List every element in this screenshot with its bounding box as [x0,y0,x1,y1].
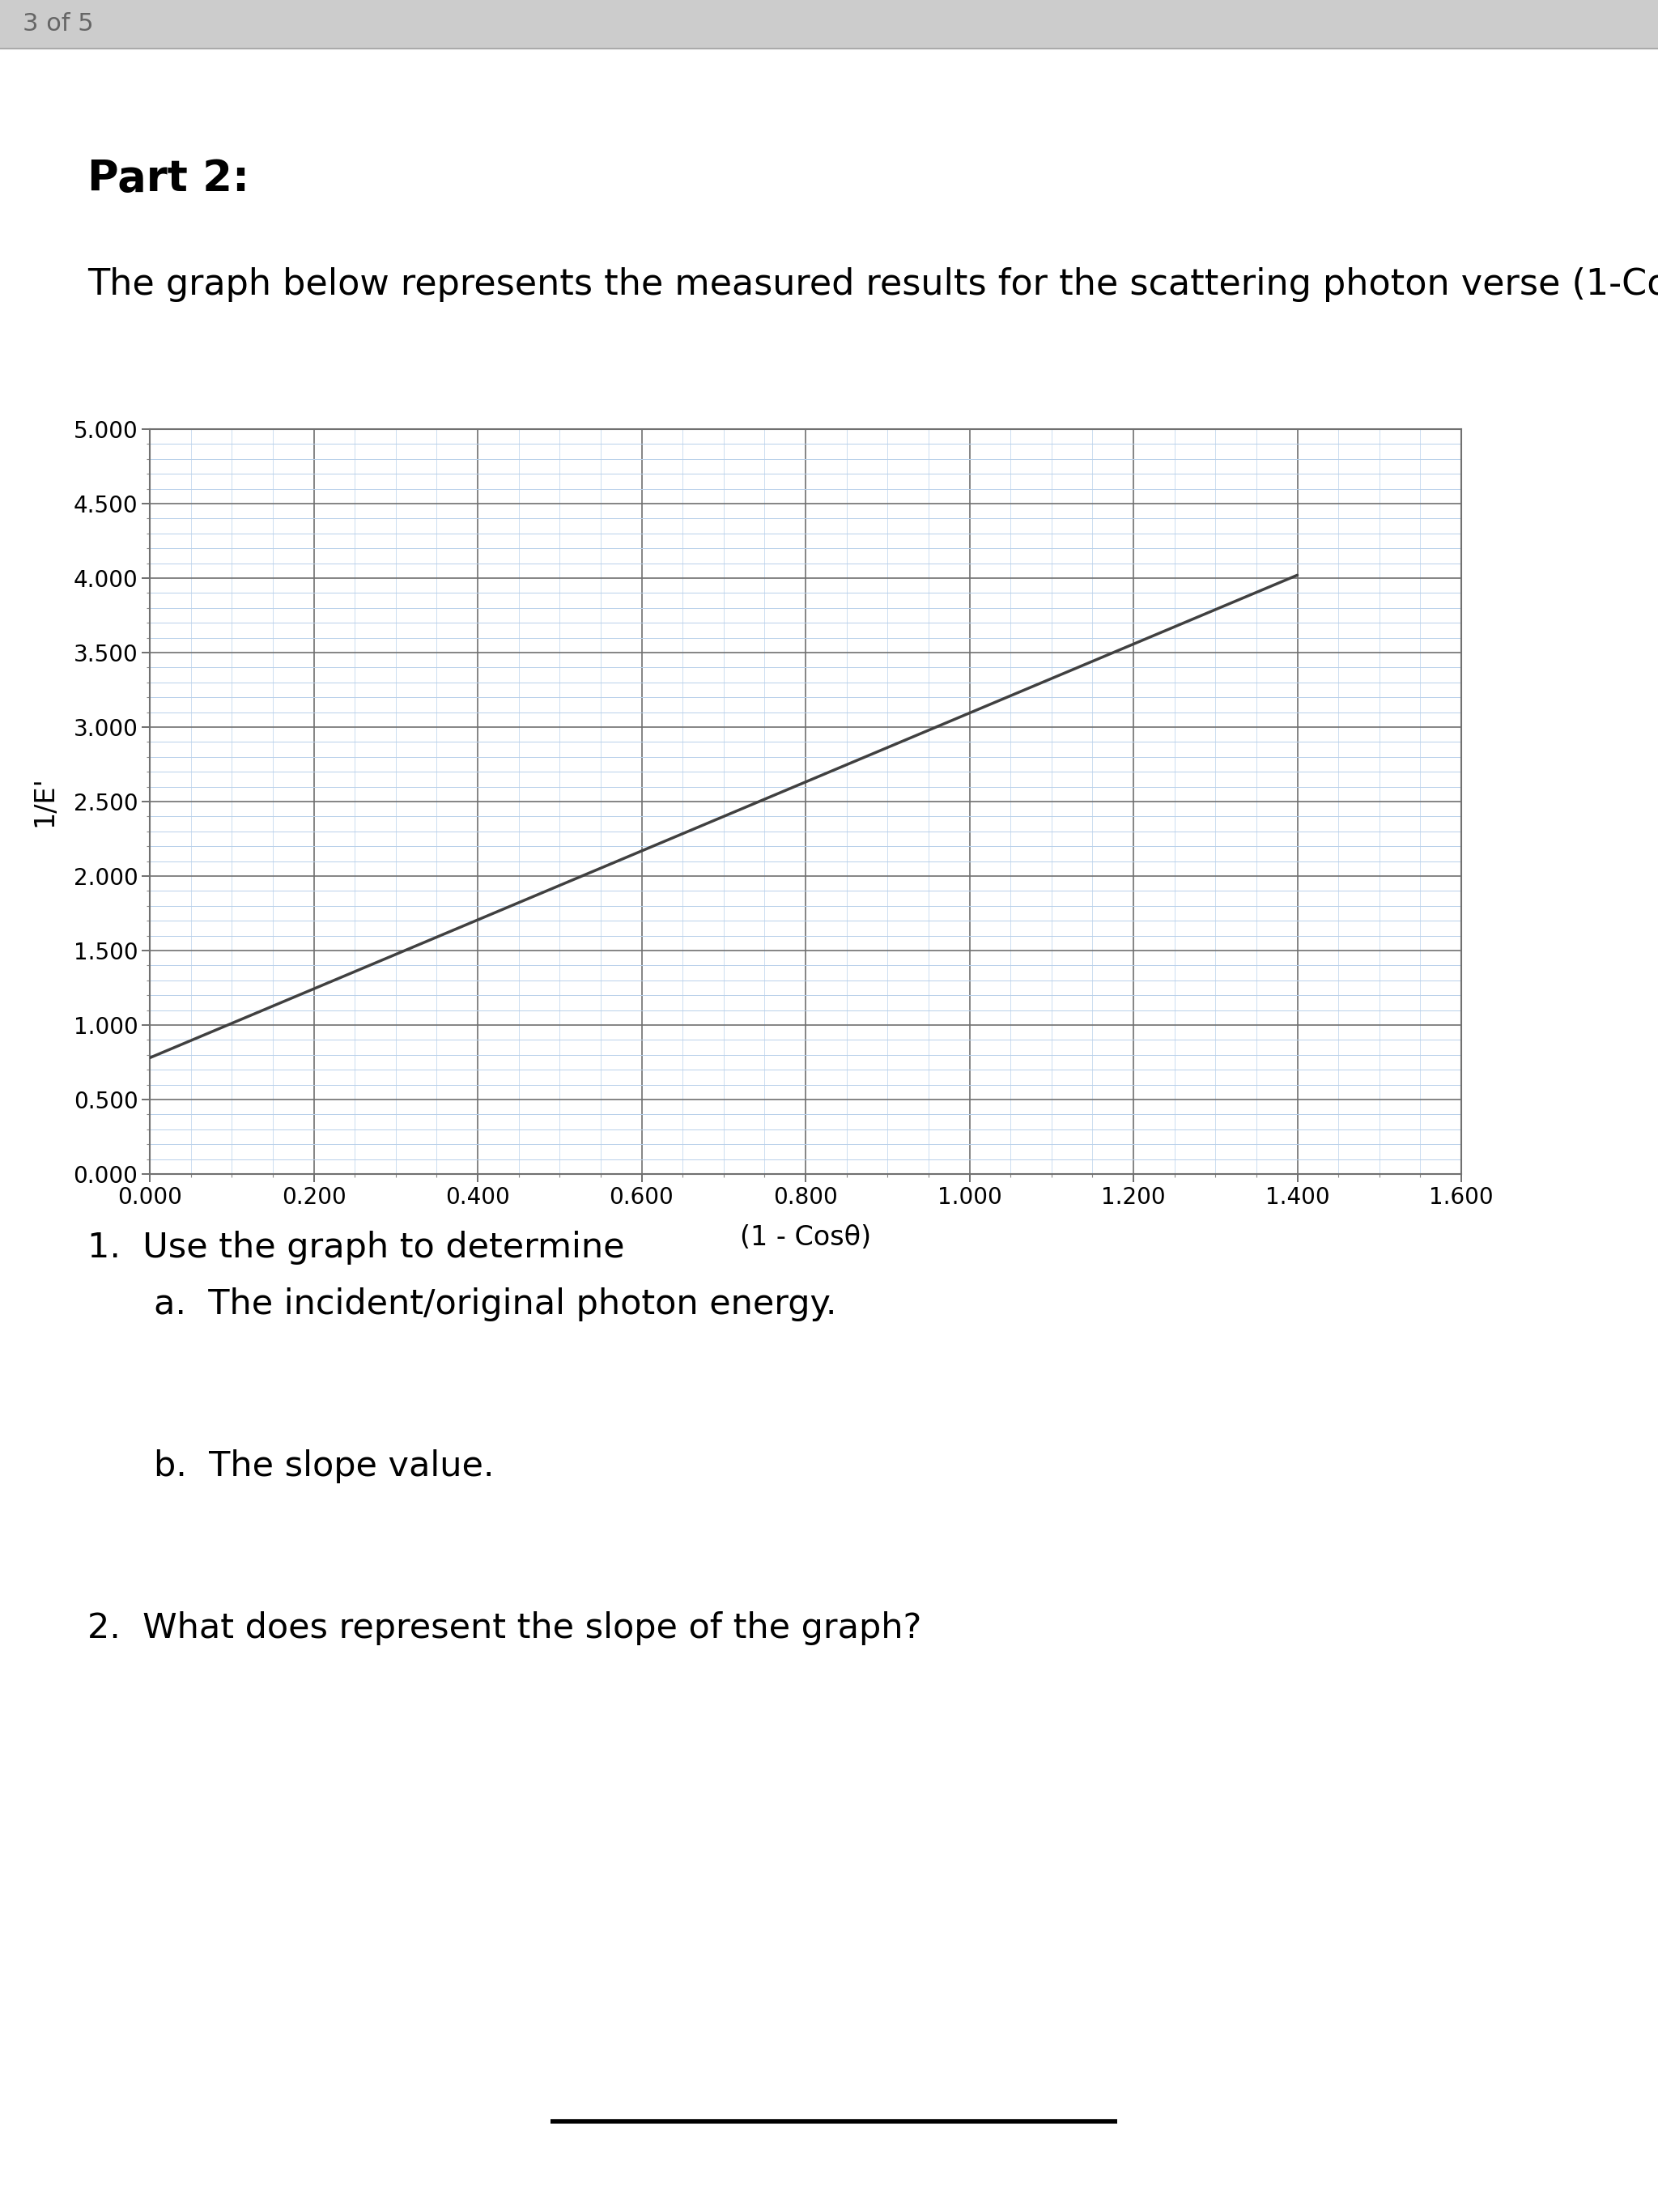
Bar [0,0,1658,49]
Text: 2.  What does represent the slope of the graph?: 2. What does represent the slope of the … [88,1610,922,1646]
Text: 1.  Use the graph to determine: 1. Use the graph to determine [88,1230,625,1265]
X-axis label: (1 - Cosθ): (1 - Cosθ) [739,1223,870,1252]
Text: The graph below represents the measured results for the scattering photon verse : The graph below represents the measured … [88,268,1658,303]
Text: a.  The incident/original photon energy.: a. The incident/original photon energy. [154,1287,837,1321]
Text: b.  The slope value.: b. The slope value. [154,1449,494,1484]
Text: 3 of 5: 3 of 5 [23,13,93,35]
Text: Part 2:: Part 2: [88,157,249,199]
Y-axis label: 1/E': 1/E' [32,776,58,827]
